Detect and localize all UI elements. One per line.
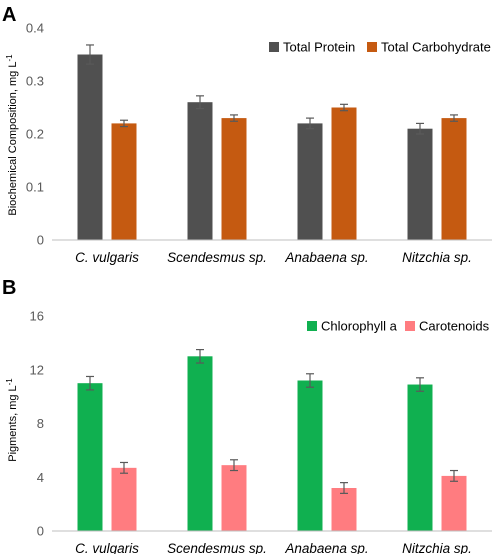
category-label: Anabaena sp. [284, 250, 368, 265]
y-tick-label: 0 [37, 233, 44, 248]
legend-label: Carotenoids [419, 319, 490, 334]
bar [111, 467, 137, 531]
y-tick-label: 0.4 [26, 21, 44, 36]
category-label: Scendesmus sp. [167, 541, 267, 554]
bar [407, 128, 433, 240]
category-label: Nitzchia sp. [402, 541, 472, 554]
bar [331, 488, 357, 531]
error-bar [450, 469, 458, 482]
y-axis-label-a: Biochemical Composition, mg L-1 [5, 54, 19, 216]
legend-b: Chlorophyll a Carotenoids [307, 319, 490, 334]
error-bar [86, 44, 94, 65]
bar [221, 465, 247, 531]
error-bar [340, 482, 348, 494]
legend-swatch [307, 321, 317, 331]
y-tick-label: 16 [30, 309, 44, 324]
error-bar [416, 122, 424, 135]
error-bar [230, 459, 238, 472]
bar [221, 118, 247, 240]
y-axis-label-b: Pigments, mg L-1 [5, 378, 19, 462]
category-labels-b: C. vulgaris Scendesmus sp. Anabaena sp. Nit… [75, 541, 472, 554]
bar [77, 383, 103, 531]
panel-a: A Biochemical Composition, mg L-1 0 0.1 0.… [2, 4, 492, 265]
legend-a: Total Protein Total Carbohydrate [269, 40, 491, 55]
category-labels-a: C. vulgaris Scendesmus sp. Anabaena sp. Nit… [75, 250, 472, 265]
legend-label: Total Carbohydrate [381, 40, 491, 55]
error-bar [86, 375, 94, 391]
bars-a [77, 44, 467, 240]
legend-swatch [269, 42, 279, 52]
y-tick-label: 0.3 [26, 74, 44, 89]
y-axis-label-text: Pigments, mg L [7, 385, 19, 461]
bar [407, 384, 433, 531]
bar [77, 54, 103, 240]
y-tick-label: 0 [37, 524, 44, 539]
y-ticks-b: 0 4 8 12 16 [30, 309, 44, 539]
error-bar [230, 114, 238, 122]
y-ticks-a: 0 0.1 0.2 0.3 0.4 [26, 21, 44, 248]
category-label: Scendesmus sp. [167, 250, 267, 265]
bar [187, 356, 213, 531]
y-axis-label-superscript: -1 [5, 54, 14, 62]
error-bar [196, 95, 204, 110]
y-tick-label: 4 [37, 470, 44, 485]
y-tick-label: 12 [30, 362, 44, 377]
error-bar [196, 348, 204, 364]
panel-b: B Pigments, mg L-1 0 4 8 12 16 C. vulgaris Sc… [2, 277, 492, 554]
bar [187, 102, 213, 240]
bar [297, 380, 323, 531]
error-bar [306, 373, 314, 388]
legend-label: Chlorophyll a [321, 319, 398, 334]
bar [297, 123, 323, 240]
y-tick-label: 0.2 [26, 127, 44, 142]
error-bar [416, 377, 424, 392]
category-label: Anabaena sp. [284, 541, 368, 554]
error-bar [450, 114, 458, 122]
legend-swatch [405, 321, 415, 331]
bar [441, 475, 467, 531]
error-bar [306, 117, 314, 130]
panel-letter-a: A [2, 4, 16, 26]
legend-swatch [367, 42, 377, 52]
error-bar [120, 461, 128, 474]
error-bar [120, 119, 128, 128]
category-label: C. vulgaris [75, 541, 139, 554]
category-label: C. vulgaris [75, 250, 139, 265]
y-axis-label-superscript: -1 [5, 378, 14, 386]
y-tick-label: 8 [37, 416, 44, 431]
y-axis-label-text: Biochemical Composition, mg L [7, 62, 19, 216]
y-tick-label: 0.1 [26, 180, 44, 195]
bar [111, 123, 137, 240]
panel-letter-b: B [2, 277, 16, 299]
bar [441, 118, 467, 240]
bars-b [77, 348, 467, 531]
legend-label: Total Protein [283, 40, 355, 55]
error-bar [340, 103, 348, 112]
category-label: Nitzchia sp. [402, 250, 472, 265]
bar [331, 107, 357, 240]
